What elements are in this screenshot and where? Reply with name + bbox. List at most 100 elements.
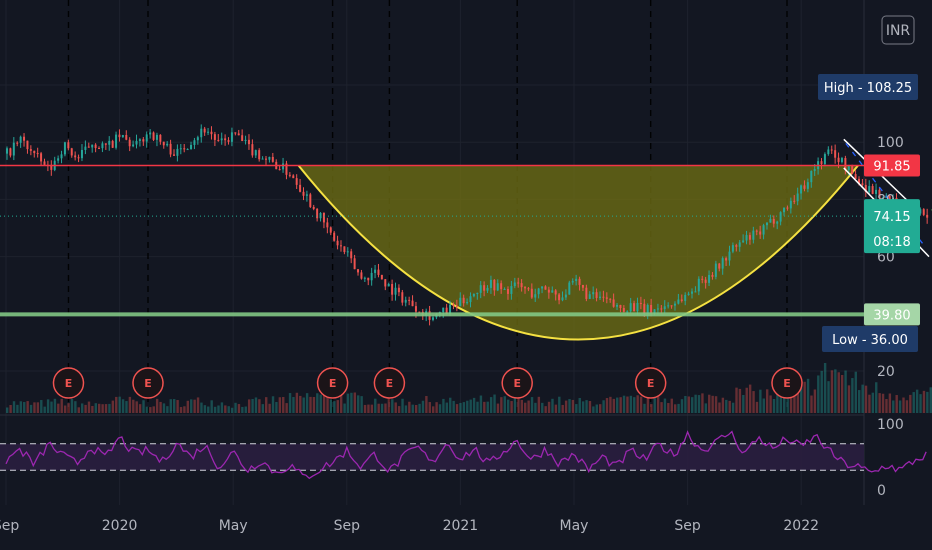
candle-body-36 <box>128 139 131 147</box>
volume-bar-127 <box>438 404 442 413</box>
candle-144 <box>496 279 499 292</box>
candle-body-268 <box>919 209 922 214</box>
volume-bar-51 <box>179 407 183 413</box>
rsi-tick-label-bottom: 0 <box>877 483 886 499</box>
volume-bar-1 <box>9 404 12 413</box>
candle-body-247 <box>847 165 850 171</box>
candle-152 <box>524 286 527 294</box>
volume-bar-32 <box>115 396 118 413</box>
volume-bar-183 <box>629 395 633 413</box>
resistance-tag: 91.85 <box>864 154 920 177</box>
volume-bar-49 <box>172 399 176 413</box>
candle-1 <box>9 147 12 158</box>
volume-bar-226 <box>776 388 779 413</box>
candle-body-6 <box>26 140 29 150</box>
candle-78 <box>271 152 274 163</box>
candle-141 <box>486 285 489 293</box>
volume-bar-202 <box>694 394 697 413</box>
candle-42 <box>149 129 152 139</box>
candle-body-116 <box>401 292 404 303</box>
volume-bar-20 <box>74 401 77 413</box>
candle-body-128 <box>442 307 445 313</box>
volume-bar-131 <box>452 400 455 413</box>
rsi-pane <box>0 430 927 480</box>
candle-body-60 <box>210 131 213 135</box>
volume-bar-66 <box>230 407 234 413</box>
candle-164 <box>564 289 567 301</box>
support-tag: 39.80 <box>864 303 920 326</box>
earnings-marker-2[interactable]: E <box>316 367 349 399</box>
candle-222 <box>762 223 765 240</box>
candle-body-194 <box>667 305 670 307</box>
volume-bar-125 <box>432 406 435 413</box>
volume-bar-140 <box>483 401 486 413</box>
candle-210 <box>721 256 724 275</box>
candle-167 <box>575 274 578 286</box>
volume-bar-205 <box>704 403 708 413</box>
candle-95 <box>329 226 332 236</box>
candle-body-214 <box>735 245 738 247</box>
candle-body-35 <box>125 134 128 140</box>
candle-40 <box>142 137 145 146</box>
volume-bar-241 <box>827 381 830 413</box>
candle-150 <box>517 277 520 288</box>
candle-117 <box>404 296 407 307</box>
volume-bar-17 <box>63 405 67 413</box>
volume-bar-76 <box>265 397 268 413</box>
earnings-circle-0 <box>52 367 85 399</box>
volume-bar-231 <box>793 387 796 413</box>
candle-body-160 <box>551 290 554 293</box>
candle-86 <box>299 178 302 193</box>
volume-bar-109 <box>377 403 380 413</box>
earnings-marker-1[interactable]: E <box>132 367 164 399</box>
candle-84 <box>292 174 295 179</box>
volume-bar-244 <box>837 372 840 413</box>
candle-204 <box>701 275 704 284</box>
candle-98 <box>339 240 342 252</box>
volume-bar-16 <box>60 398 63 413</box>
volume-bar-18 <box>67 403 70 413</box>
candle-body-125 <box>432 317 434 320</box>
volume-bar-134 <box>462 402 466 413</box>
candle-body-87 <box>302 191 305 196</box>
volume-bar-31 <box>111 400 115 413</box>
volume-bar-206 <box>708 394 711 413</box>
candle-30 <box>108 136 111 151</box>
candle-136 <box>469 292 472 308</box>
volume-bar-187 <box>643 403 646 413</box>
candle-body-191 <box>656 308 659 310</box>
earnings-marker-5[interactable]: E <box>634 367 667 399</box>
candle-body-103 <box>357 269 360 273</box>
candle-body-197 <box>677 299 680 304</box>
candle-body-111 <box>384 279 387 287</box>
candle-9 <box>36 147 39 158</box>
candle-251 <box>861 178 864 187</box>
candle-180 <box>619 304 622 313</box>
volume-bar-2 <box>12 401 16 413</box>
candle-49 <box>172 149 175 156</box>
candle-58 <box>203 126 206 136</box>
y-tick-label-0: 20 <box>877 364 895 380</box>
volume-bar-213 <box>731 402 735 413</box>
currency-button[interactable]: INR <box>881 15 915 45</box>
earnings-marker-4[interactable]: E <box>501 367 533 399</box>
earnings-marker-6[interactable]: E <box>771 367 803 399</box>
candle-body-77 <box>268 156 271 160</box>
candle-66 <box>230 127 233 147</box>
candle-132 <box>455 299 458 312</box>
volume-bar-216 <box>742 394 745 413</box>
earnings-marker-0[interactable]: E <box>52 367 85 399</box>
candle-body-112 <box>387 283 390 287</box>
candle-109 <box>377 263 380 278</box>
volume-bar-121 <box>418 403 421 413</box>
volume-bar-107 <box>370 404 374 413</box>
candle-body-202 <box>694 291 697 293</box>
volume-bar-78 <box>271 396 275 413</box>
volume-bar-119 <box>411 404 414 413</box>
candle-body-25 <box>91 144 94 148</box>
volume-bar-168 <box>578 397 581 413</box>
candle-231 <box>793 195 796 205</box>
currency-label[interactable]: INR <box>886 23 911 39</box>
earnings-marker-3[interactable]: E <box>373 367 406 399</box>
